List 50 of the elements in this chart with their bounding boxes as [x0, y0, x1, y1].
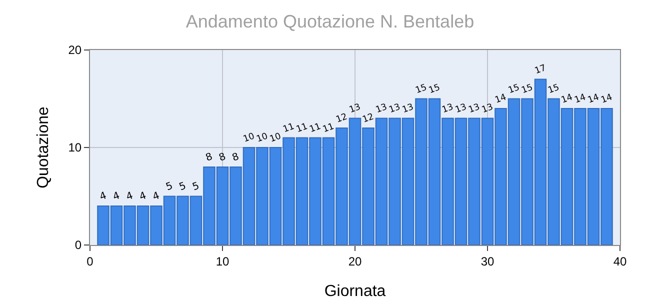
data-label: 10	[255, 131, 270, 145]
data-label: 11	[282, 122, 296, 136]
data-label: 13	[401, 102, 416, 116]
data-label: 13	[374, 102, 389, 116]
data-label: 4	[151, 190, 162, 203]
data-label: 13	[348, 102, 362, 116]
data-label: 4	[138, 190, 148, 203]
data-label: 10	[268, 131, 283, 145]
y-tick-label: 20	[68, 43, 82, 58]
data-label: 15	[428, 82, 442, 96]
data-label: 4	[112, 190, 122, 203]
data-label: 17	[534, 63, 548, 77]
data-label: 5	[191, 180, 201, 194]
y-tick-label: 10	[68, 140, 82, 155]
data-label: 12	[361, 112, 376, 126]
chart-title: Andamento Quotazione N. Bentaleb	[186, 12, 474, 32]
x-tick-label: 30	[480, 254, 494, 268]
data-label: 13	[388, 102, 402, 116]
data-label: 11	[295, 122, 310, 136]
x-tick-label: 20	[348, 254, 362, 268]
data-label: 15	[507, 82, 522, 96]
data-label: 15	[520, 82, 534, 96]
data-label: 14	[600, 92, 614, 106]
data-label: 5	[164, 180, 174, 194]
data-label: 14	[586, 92, 601, 106]
data-label: 11	[322, 122, 336, 136]
data-label: 5	[178, 180, 188, 194]
data-label: 13	[440, 102, 455, 116]
data-label: 14	[573, 92, 588, 106]
data-label: 4	[124, 190, 135, 203]
data-label: 8	[218, 151, 228, 164]
data-label: 4	[98, 190, 108, 203]
data-label: 13	[454, 102, 468, 116]
x-tick-label: 0	[86, 254, 94, 268]
data-label: 8	[204, 151, 214, 164]
data-label: 13	[467, 102, 482, 116]
y-tick-label: 0	[74, 238, 82, 252]
y-axis-title: Quotazione	[35, 106, 52, 188]
data-label: 12	[334, 112, 349, 126]
data-label: 11	[308, 122, 322, 136]
data-label: 15	[546, 82, 561, 96]
x-tick-label: 10	[216, 254, 230, 268]
data-label: 8	[230, 151, 241, 164]
data-label: 13	[480, 102, 495, 116]
data-label: 14	[494, 92, 508, 106]
x-axis-title: Giornata	[324, 283, 386, 300]
data-label: 14	[560, 92, 574, 106]
data-label: 10	[242, 131, 256, 145]
data-label: 15	[414, 82, 428, 96]
x-tick-label: 40	[613, 254, 627, 268]
